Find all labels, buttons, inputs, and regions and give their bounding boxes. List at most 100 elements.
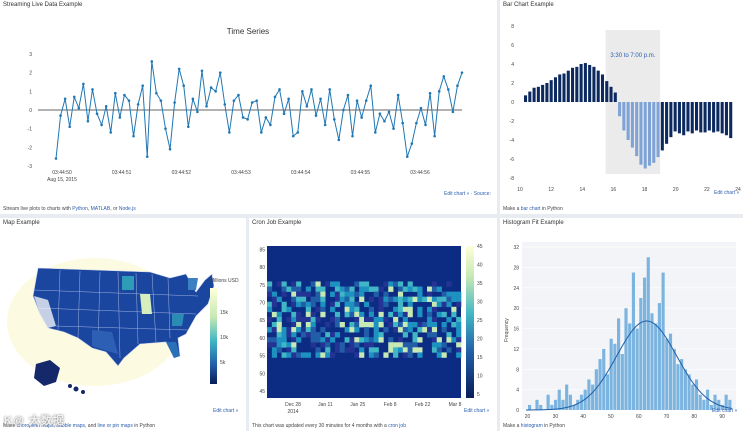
chart-title: Time Series [227,27,269,36]
heatmap-cell [451,306,457,313]
cron-job-link[interactable]: cron job [388,423,406,429]
data-point [273,95,277,99]
heatmap-chart[interactable]: 45 50 55 60 65 70 75 80 85 Dec 28 Jan 11 Jan 25 Feb … [249,232,497,422]
y-tick-label: 65 [259,318,265,324]
heatmap-cell [393,322,399,328]
data-point [259,131,263,134]
colorbar-tick: 30 [477,300,483,306]
x-tick-label: 24 [735,187,741,193]
histogram-bar [665,338,669,410]
nodejs-link[interactable]: Node.js [118,206,136,212]
data-point [269,123,272,127]
histogram-bar [598,359,602,410]
bar-chart-link[interactable]: bar chart [520,206,541,212]
heatmap-cell [344,296,350,303]
heatmap-cell [291,286,297,292]
heatmap-cell [378,332,384,338]
y-tick-label: 70 [259,301,265,307]
histogram-bar [568,394,572,410]
heatmap-cell [325,347,331,353]
bar [639,102,643,165]
edit-chart-link[interactable]: Edit chart » [714,190,740,196]
heatmap-cell [305,301,311,308]
heatmap-cell [267,337,273,343]
edit-chart-link[interactable]: Edit chart » [712,408,738,414]
heatmap-cell [296,301,302,308]
y-tick-label: 1 [29,89,32,95]
cron-panel: Cron Job Example 45 50 55 60 65 70 75 80 85 Dec 2… [249,218,497,431]
histogram-link[interactable]: histogram [520,423,543,429]
panel-title: Map Example [3,220,40,226]
edit-chart-link[interactable]: Edit chart » · Source: [444,191,491,197]
time-series-chart[interactable]: Time Series -3 -2 -1 0 1 2 3 03:44:50 03:44:51 03… [0,14,497,204]
heatmap-cell [368,286,374,292]
heatmap-cell [349,342,355,348]
data-point [205,104,208,108]
matlab-link[interactable]: MATLAB [90,206,111,212]
x-tick-label: 03:44:54 [291,170,311,176]
heatmap-cell [427,306,433,313]
data-point [433,134,436,138]
histogram-bar [587,379,591,410]
data-point [127,99,131,102]
histogram-bar [609,338,613,410]
heatmap-cell [334,301,341,308]
heatmap-cell [296,296,302,303]
heatmap-cell [310,332,316,338]
heatmap-cell [407,327,413,333]
heatmap-cell [271,347,277,353]
heatmap-colorbar [466,246,474,398]
heatmap-cell [354,281,360,287]
heatmap-cell [305,327,311,333]
data-point [346,93,350,97]
y-tick-label: 3 [29,52,32,58]
data-point [63,97,67,101]
data-point [282,112,286,116]
data-point [323,123,327,127]
histogram-bar [691,384,695,410]
heatmap-cell [325,332,331,338]
heatmap-cell [349,291,355,297]
heatmap-cell [402,347,408,353]
heatmap-cell [412,322,418,328]
y-tick-label: -4 [510,138,515,144]
python-link[interactable]: Python [72,206,88,212]
edit-chart-link[interactable]: Edit chart » [213,408,239,414]
us-choropleth-map[interactable]: Millions USD 15k 10k 5k [0,234,246,404]
heatmap-cell [344,347,350,353]
histogram-chart[interactable]: Frequency 0 4 8 12 16 20 24 28 32 20 30 40 50 60 70 80 9… [500,230,743,425]
x-tick-label: Jan 25 [350,402,365,408]
edit-chart-link[interactable]: Edit chart » [464,408,490,414]
map-panel: Map Example Millions USD 15k [0,218,246,431]
heatmap-cell [330,337,336,343]
line-map-link[interactable]: line or pin maps [97,423,133,429]
histogram-bar [654,323,658,410]
panel-footer: Make a histogram in Python [503,423,565,429]
heatmap-cell [402,286,408,292]
heatmap-cell [397,286,404,292]
colorbar-tick: 25 [477,318,483,324]
heatmap-cell [276,342,282,348]
heatmap-cell [412,296,418,303]
heatmap-cell [451,322,457,328]
heatmap-cell [441,322,447,328]
heatmap-cell [393,347,399,353]
heatmap-cell [305,352,311,358]
heatmap-cell [441,291,447,297]
panel-title: Bar Chart Example [503,2,554,8]
heatmap-cell [441,352,447,358]
histogram-bar [539,404,543,410]
heatmap-cell [378,337,384,343]
bubble-link[interactable]: bubble maps [56,423,86,429]
data-point [104,104,108,108]
heatmap-cell [364,322,370,328]
heatmap-cell [291,296,297,303]
choropleth-link[interactable]: choropleth maps [16,423,54,429]
heatmap-cell [305,316,311,323]
y-tick-label: 0 [516,408,519,414]
data-point [291,134,295,138]
data-point [109,131,113,134]
bar [545,83,549,102]
hawaii-2 [73,386,79,392]
